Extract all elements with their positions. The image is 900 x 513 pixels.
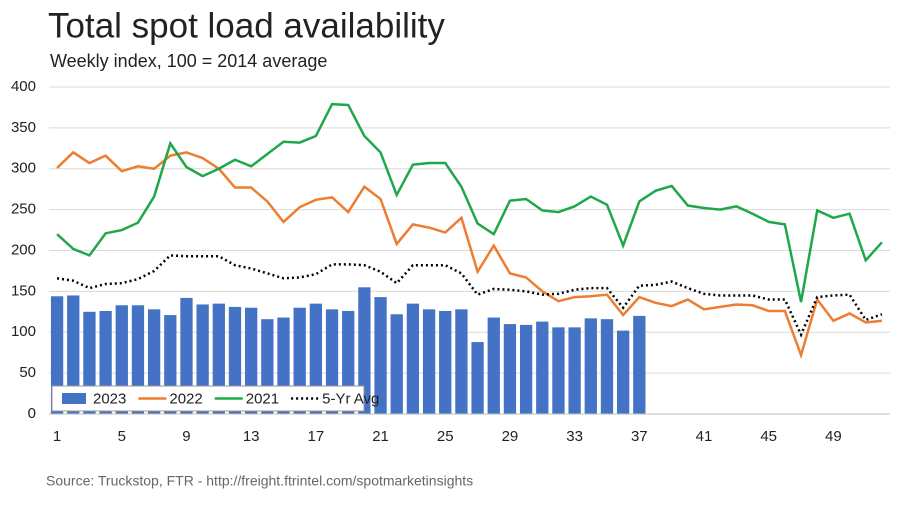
line-2021: [56, 102, 883, 303]
chart-title: Total spot load availability: [48, 6, 445, 45]
line-2022: [56, 150, 883, 360]
y-tick-label: 0: [28, 405, 36, 422]
bar: [633, 315, 646, 414]
source-note: Source: Truckstop, FTR - http://freight.…: [46, 473, 473, 489]
bar: [568, 327, 581, 414]
x-tick-label: 21: [372, 428, 389, 445]
bar: [374, 297, 387, 414]
legend-label: 2023: [93, 390, 126, 407]
line-5-yr-avg: [56, 254, 883, 338]
bar: [519, 324, 533, 414]
x-tick-label: 37: [631, 428, 648, 445]
x-tick-label: 5: [118, 428, 126, 445]
bar: [422, 309, 436, 414]
bar: [503, 324, 517, 414]
legend-label: 2022: [169, 390, 202, 407]
x-tick-label: 33: [566, 428, 583, 445]
x-tick-label: 25: [437, 428, 454, 445]
bar: [390, 314, 403, 414]
legend-label: 5-Yr Avg: [322, 390, 379, 407]
y-tick-label: 200: [11, 241, 36, 258]
bar: [600, 319, 614, 414]
y-tick-label: 300: [11, 160, 36, 177]
bar: [616, 330, 630, 414]
y-tick-label: 250: [11, 201, 36, 218]
x-tick-label: 17: [308, 428, 325, 445]
y-tick-label: 400: [11, 78, 36, 95]
bar: [536, 321, 549, 414]
x-tick-label: 45: [760, 428, 777, 445]
bar: [455, 309, 468, 414]
bar: [471, 342, 484, 414]
bar: [67, 295, 80, 414]
bar: [584, 318, 597, 414]
chart-subtitle: Weekly index, 100 = 2014 average: [50, 51, 327, 71]
bar: [439, 310, 452, 414]
y-tick-label: 350: [11, 119, 36, 136]
x-tick-label: 49: [825, 428, 842, 445]
legend-label: 2021: [246, 390, 279, 407]
x-tick-label: 9: [182, 428, 190, 445]
bar: [358, 287, 371, 414]
y-tick-label: 50: [19, 364, 36, 381]
bar: [552, 327, 565, 414]
bar: [180, 297, 193, 414]
y-tick-label: 100: [11, 323, 36, 340]
x-tick-label: 41: [696, 428, 713, 445]
bar: [487, 317, 500, 414]
bar: [406, 303, 420, 414]
x-tick-label: 29: [502, 428, 519, 445]
x-tick-label: 1: [53, 428, 61, 445]
legend-swatch: [62, 393, 86, 404]
x-tick-label: 13: [243, 428, 260, 445]
y-tick-label: 150: [11, 282, 36, 299]
bar: [50, 296, 64, 414]
